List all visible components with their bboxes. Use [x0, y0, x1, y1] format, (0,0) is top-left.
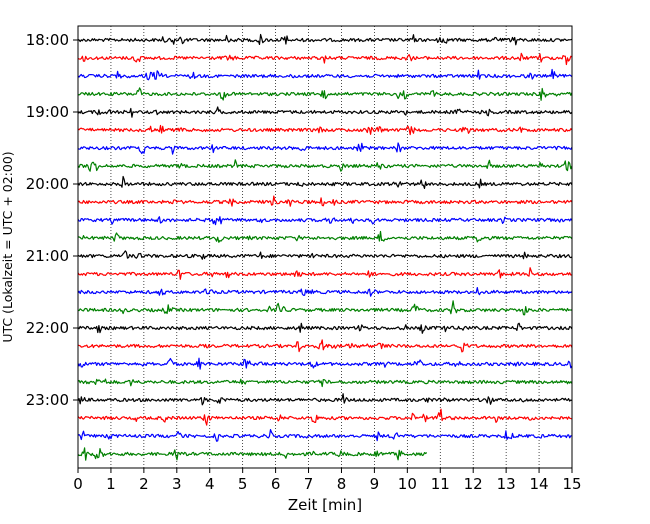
x-tick-label: 3 — [172, 475, 182, 493]
x-tick-label: 8 — [337, 475, 347, 493]
trace-line — [77, 175, 573, 189]
x-tick-label: 2 — [139, 475, 149, 493]
trace-line — [77, 429, 572, 442]
trace-line — [77, 393, 573, 406]
y-axis: 18:00 19:00 20:00 21:00 22:00 23:00 — [26, 31, 78, 409]
trace-line — [77, 52, 573, 66]
x-axis-label: Zeit [min] — [288, 496, 362, 514]
x-tick-label: 4 — [205, 475, 215, 493]
trace-line — [77, 195, 573, 207]
y-tick-label: 19:00 — [26, 103, 69, 121]
trace-line — [77, 339, 573, 353]
y-axis-label: UTC (Lokalzeit = UTC + 02:00) — [0, 151, 15, 342]
x-axis: 0 1 2 3 4 5 6 7 8 9 10 11 12 13 14 15 — [73, 468, 582, 493]
x-tick-label: 9 — [370, 475, 380, 493]
y-tick-label: 21:00 — [26, 247, 69, 265]
trace-line — [77, 216, 573, 226]
x-tick-label: 1 — [106, 475, 116, 493]
plot-frame — [77, 25, 573, 469]
trace-line — [77, 159, 573, 172]
x-tick-label: 10 — [398, 475, 417, 493]
x-tick-label: 12 — [464, 475, 483, 493]
y-tick-label: 18:00 — [26, 31, 69, 49]
trace-line — [77, 267, 572, 280]
x-tick-label: 13 — [497, 475, 516, 493]
x-tick-label: 5 — [238, 475, 248, 493]
y-tick-label: 23:00 — [26, 391, 69, 409]
y-tick-label: 22:00 — [26, 319, 69, 337]
trace-line — [77, 250, 573, 260]
x-tick-label: 6 — [271, 475, 281, 493]
y-tick-label: 20:00 — [26, 175, 69, 193]
trace-line — [77, 68, 573, 81]
trace-line — [77, 287, 573, 297]
trace-line — [77, 357, 573, 370]
trace-line — [77, 124, 573, 136]
trace-line — [77, 322, 573, 334]
trace-line — [77, 378, 573, 388]
trace-line — [77, 230, 573, 243]
trace-line — [77, 142, 573, 155]
x-tick-label: 14 — [530, 475, 549, 493]
x-tick-label: 7 — [304, 475, 314, 493]
trace-line — [77, 447, 428, 461]
x-tick-label: 11 — [431, 475, 450, 493]
trace-group — [77, 33, 573, 461]
trace-line — [77, 408, 573, 426]
trace-line — [77, 106, 573, 118]
x-tick-label: 0 — [73, 475, 83, 493]
trace-line — [77, 87, 573, 101]
trace-line — [77, 300, 573, 316]
trace-line — [77, 33, 573, 46]
x-tick-label: 15 — [562, 475, 581, 493]
